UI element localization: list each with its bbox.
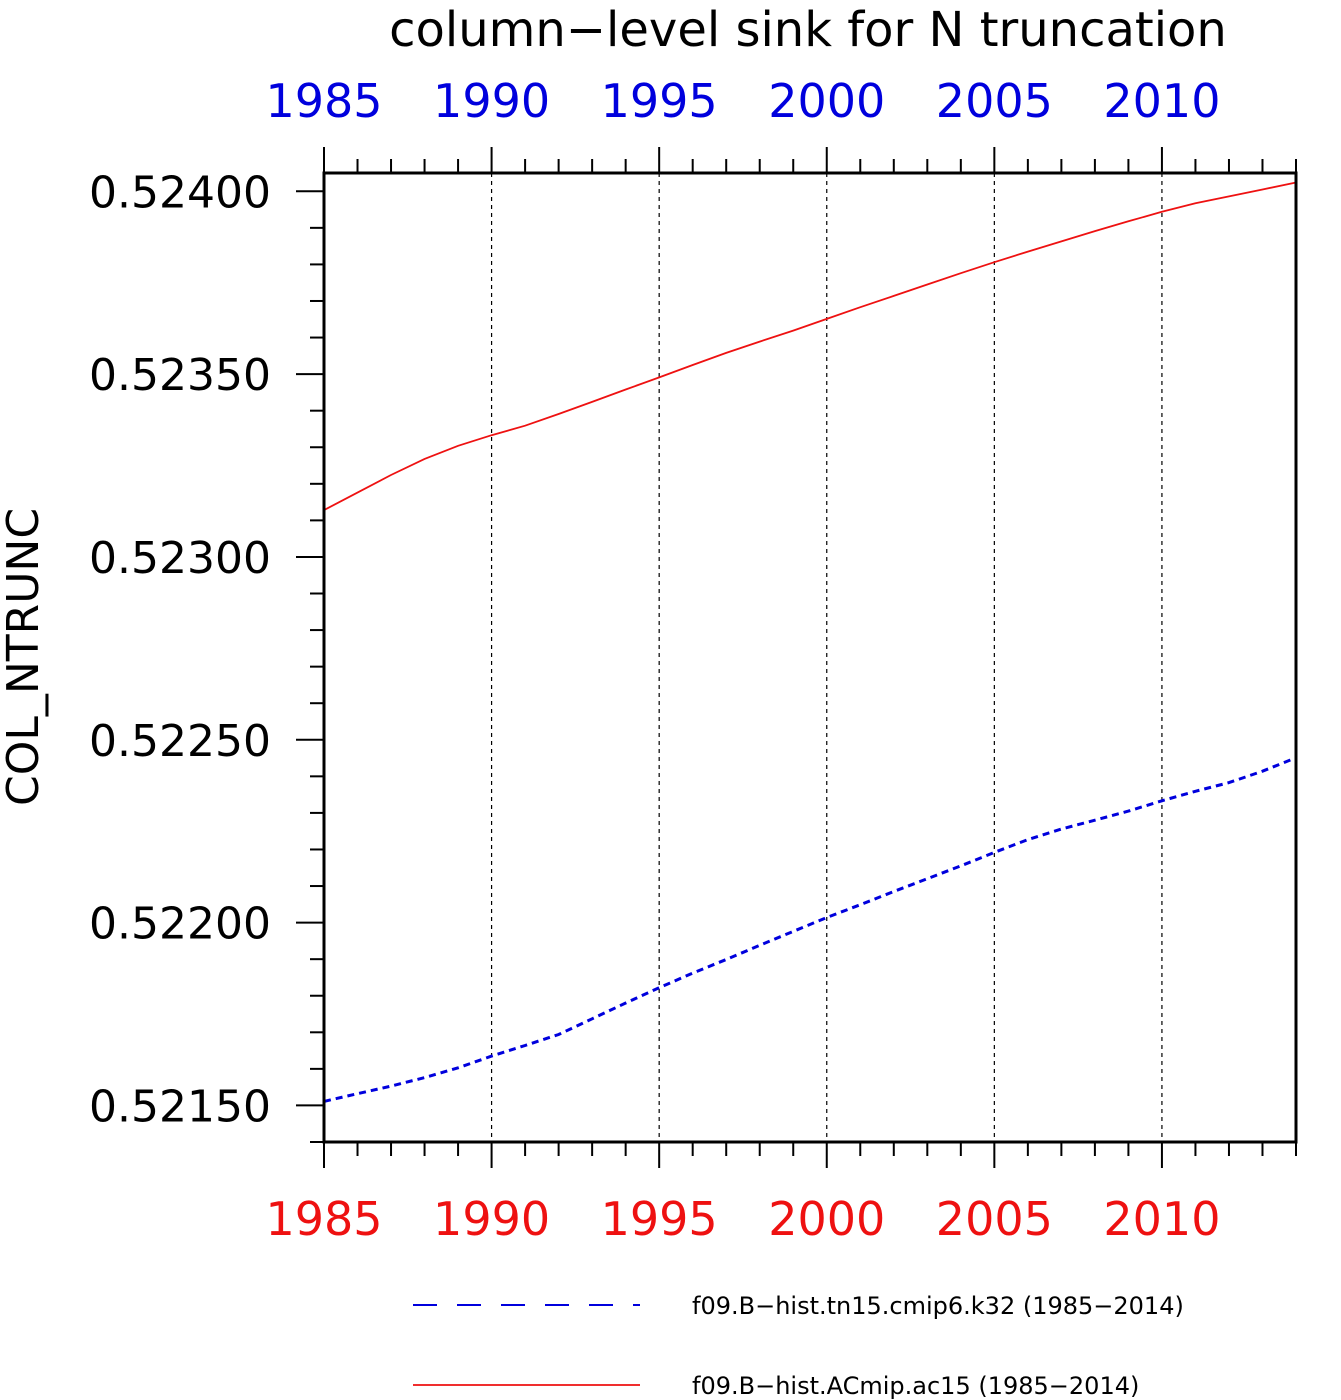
x-top-tick-label: 2000 bbox=[768, 74, 885, 128]
x-top-tick-label: 2005 bbox=[936, 74, 1053, 128]
series-line-2 bbox=[323, 181, 1297, 511]
y-tick-label: 0.52200 bbox=[89, 899, 271, 950]
series-line-1 bbox=[323, 756, 1297, 1103]
x-tick-label: 1985 bbox=[265, 1192, 382, 1246]
x-tick-label: 1990 bbox=[433, 1192, 550, 1246]
x-tick-label: 2010 bbox=[1103, 1192, 1220, 1246]
x-top-tick-label: 2010 bbox=[1103, 74, 1220, 128]
x-top-tick-label: 1990 bbox=[433, 74, 550, 128]
vertical-grid bbox=[490, 173, 1163, 1142]
legend-label-2: f09.B−hist.ACmip.ac15 (1985−2014) bbox=[692, 1372, 1139, 1400]
x-tick-label: 2005 bbox=[936, 1192, 1053, 1246]
x-top-tick-label: 1995 bbox=[601, 74, 718, 128]
y-tick-label: 0.52400 bbox=[89, 167, 271, 218]
y-tick-label: 0.52250 bbox=[89, 716, 271, 767]
series-layer bbox=[323, 181, 1297, 1103]
chart-title: column−level sink for N truncation bbox=[389, 2, 1227, 58]
y-axis-label: COL_NTRUNC bbox=[0, 508, 49, 806]
y-tick-label: 0.52150 bbox=[89, 1081, 271, 1132]
tick-labels: 1985 1985 1990 1990 1995 1995 2000 2000 2005 2005… bbox=[89, 74, 1220, 1246]
y-tick-label: 0.52350 bbox=[89, 350, 271, 401]
axis-ticks bbox=[296, 147, 1297, 1168]
y-tick-label: 0.52300 bbox=[89, 533, 271, 584]
legend-label-1: f09.B−hist.tn15.cmip6.k32 (1985−2014) bbox=[692, 1292, 1184, 1320]
x-tick-label: 2000 bbox=[768, 1192, 885, 1246]
x-tick-label: 1995 bbox=[601, 1192, 718, 1246]
x-top-tick-label: 1985 bbox=[265, 74, 382, 128]
plot-frame bbox=[322, 171, 1298, 1144]
legend: f09.B−hist.tn15.cmip6.k32 (1985−2014) f09… bbox=[413, 1292, 1184, 1400]
